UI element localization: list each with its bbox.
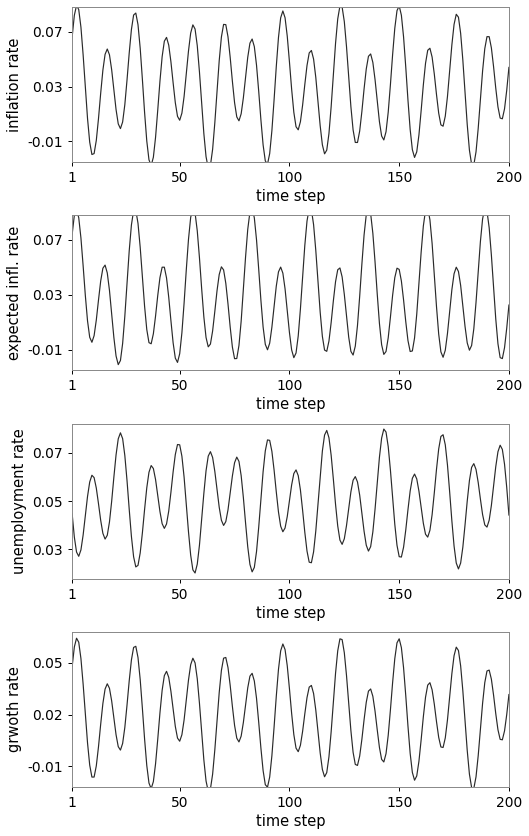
X-axis label: time step: time step: [256, 189, 325, 204]
Y-axis label: grwoth rate: grwoth rate: [7, 666, 22, 752]
Y-axis label: expected infl. rate: expected infl. rate: [7, 226, 22, 359]
X-axis label: time step: time step: [256, 397, 325, 412]
Y-axis label: unemployment rate: unemployment rate: [12, 428, 27, 574]
X-axis label: time step: time step: [256, 606, 325, 621]
X-axis label: time step: time step: [256, 814, 325, 829]
Y-axis label: inflation rate: inflation rate: [7, 38, 22, 131]
